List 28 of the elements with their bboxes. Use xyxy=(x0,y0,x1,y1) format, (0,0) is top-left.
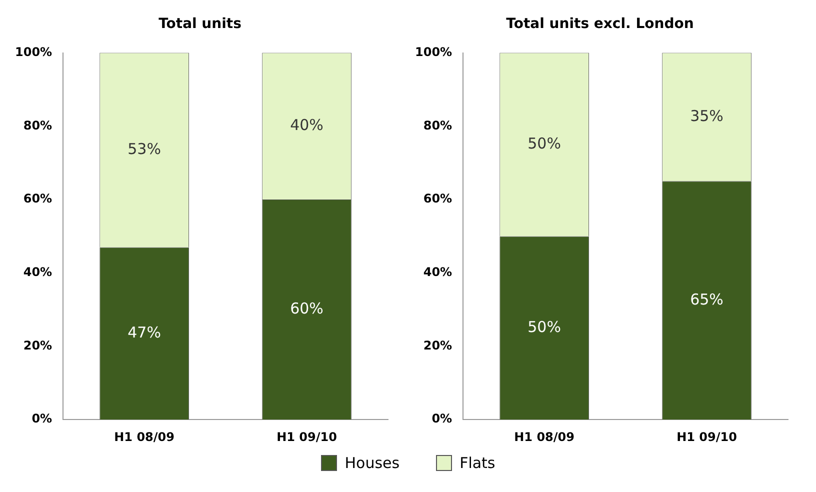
y-tick-label: 60% xyxy=(423,192,452,206)
chart-title: Total units excl. London xyxy=(506,16,694,32)
y-tick-label: 0% xyxy=(432,412,452,426)
y-tick-label: 0% xyxy=(32,412,52,426)
x-tick-label: H1 09/10 xyxy=(676,430,737,444)
chart-title: Total units xyxy=(158,16,242,32)
y-tick-label: 20% xyxy=(23,338,52,352)
y-tick-label: 100% xyxy=(14,44,52,59)
data-label: 65% xyxy=(690,290,724,308)
y-tick-label: 40% xyxy=(23,265,52,280)
x-tick-label: H1 08/09 xyxy=(514,430,574,444)
data-label: 40% xyxy=(290,116,324,134)
data-label: 60% xyxy=(290,299,324,318)
legend-label: Flats xyxy=(460,454,496,472)
data-label: 47% xyxy=(128,323,161,342)
x-tick-label: H1 09/10 xyxy=(276,430,337,444)
data-label: 35% xyxy=(690,106,724,125)
y-tick-label: 60% xyxy=(23,192,52,206)
y-tick-label: 20% xyxy=(423,338,452,352)
data-label: 50% xyxy=(528,134,561,152)
data-label: 53% xyxy=(128,140,161,158)
y-tick-label: 100% xyxy=(414,44,452,59)
y-tick-label: 80% xyxy=(423,118,452,132)
data-label: 50% xyxy=(528,318,561,336)
legend-label: Houses xyxy=(344,454,400,472)
x-tick-label: H1 08/09 xyxy=(114,430,174,444)
y-tick-label: 40% xyxy=(423,265,452,280)
y-tick-label: 80% xyxy=(23,118,52,132)
